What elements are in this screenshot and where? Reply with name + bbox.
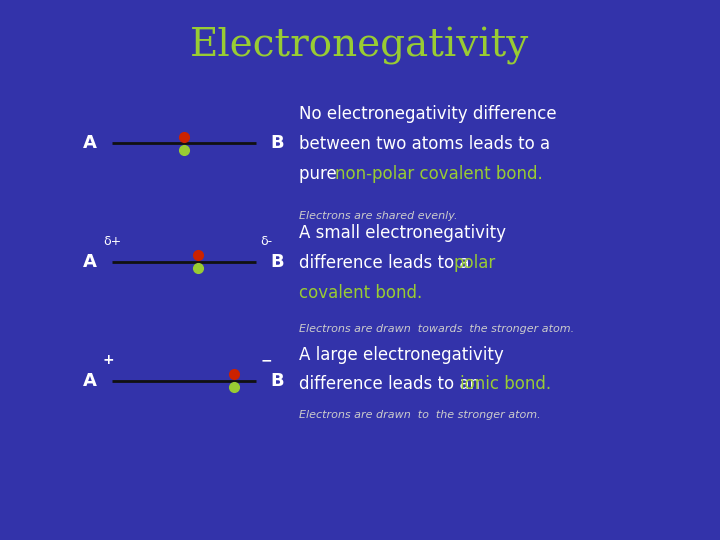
Text: non-polar covalent bond.: non-polar covalent bond. [335, 165, 543, 183]
Text: A large electronegativity: A large electronegativity [299, 346, 503, 363]
Text: A: A [84, 253, 97, 271]
Text: polar: polar [454, 254, 495, 272]
Text: A: A [84, 134, 97, 152]
Text: Electrons are drawn  towards  the stronger atom.: Electrons are drawn towards the stronger… [299, 324, 574, 334]
Text: δ+: δ+ [103, 235, 121, 248]
Text: difference leads to a: difference leads to a [299, 254, 474, 272]
Text: B: B [270, 372, 284, 390]
Text: Electrons are shared evenly.: Electrons are shared evenly. [299, 211, 457, 221]
Text: pure: pure [299, 165, 342, 183]
Text: A: A [84, 372, 97, 390]
Text: A small electronegativity: A small electronegativity [299, 224, 505, 242]
Text: B: B [270, 253, 284, 271]
Text: +: + [103, 353, 114, 367]
Text: between two atoms leads to a: between two atoms leads to a [299, 135, 550, 153]
Text: B: B [270, 134, 284, 152]
Text: No electronegativity difference: No electronegativity difference [299, 105, 557, 123]
Text: covalent bond.: covalent bond. [299, 284, 422, 301]
Text: −: − [261, 353, 272, 367]
Text: Electronegativity: Electronegativity [190, 27, 530, 65]
Text: ionic bond.: ionic bond. [460, 375, 552, 393]
Text: δ-: δ- [261, 235, 273, 248]
Text: difference leads to an: difference leads to an [299, 375, 485, 393]
Text: Electrons are drawn  to  the stronger atom.: Electrons are drawn to the stronger atom… [299, 410, 541, 421]
